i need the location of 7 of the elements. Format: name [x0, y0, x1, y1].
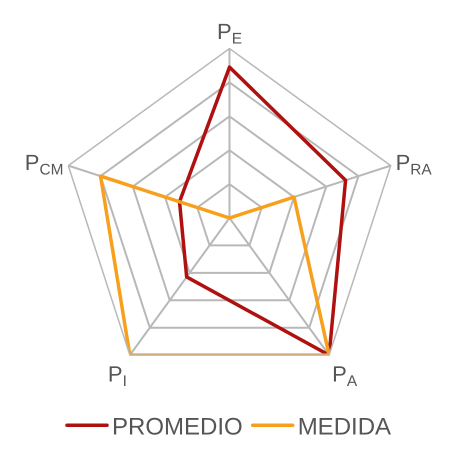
legend-label: PROMEDIO [112, 414, 243, 441]
spoke-label: P$_{CM}$ [24, 150, 64, 179]
spoke-label: P$_{A}$ [332, 362, 358, 390]
spoke-label: P$_{E}$ [217, 18, 242, 48]
spoke-label: P$_{RA}$ [396, 150, 432, 179]
legend-label: MEDIDA [298, 414, 392, 441]
spoke-label: P$_{I}$ [108, 362, 127, 390]
